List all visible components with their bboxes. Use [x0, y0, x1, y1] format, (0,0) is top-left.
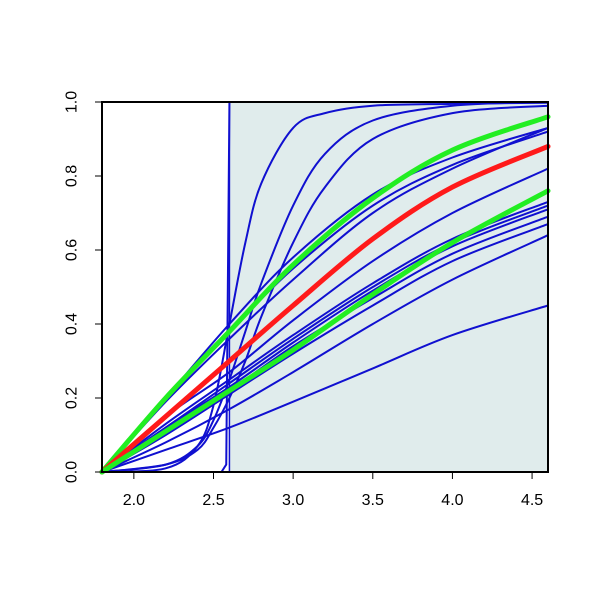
- series-line-green-18: [99, 188, 551, 475]
- series-line-blue-12: [101, 223, 549, 473]
- plot-frame: [101, 101, 549, 473]
- series-line-blue-10: [101, 208, 549, 473]
- y-tick-label: 0.6: [64, 239, 81, 261]
- y-tick-label: 0.2: [64, 387, 81, 409]
- x-tick-label: 4.5: [521, 492, 543, 509]
- series-line-blue-15: [101, 304, 549, 473]
- series-line-red-17: [99, 143, 551, 475]
- x-tick-label: 2.5: [202, 492, 224, 509]
- series-layer: [99, 101, 551, 475]
- y-tick-label: 0.0: [64, 461, 81, 483]
- x-tick-label: 4.0: [441, 492, 463, 509]
- series-line-blue-4: [101, 104, 549, 473]
- series-line-blue-14: [101, 234, 549, 473]
- x-tick-label: 3.5: [362, 492, 384, 509]
- x-tick-label: 2.0: [123, 492, 145, 509]
- y-tick-label: 0.4: [64, 313, 81, 335]
- x-axis: 2.0 2.5 3.0 3.5 4.0 4.5: [123, 472, 543, 509]
- y-tick-label: 1.0: [64, 91, 81, 113]
- y-axis: 0.0 0.2 0.4 0.6 0.8 1.0: [64, 91, 102, 483]
- series-line-blue-8: [101, 200, 549, 473]
- plot-region-shading: [228, 101, 549, 473]
- series-line-green-16: [99, 114, 551, 475]
- x-tick-label: 3.0: [282, 492, 304, 509]
- y-tick-label: 0.8: [64, 165, 81, 187]
